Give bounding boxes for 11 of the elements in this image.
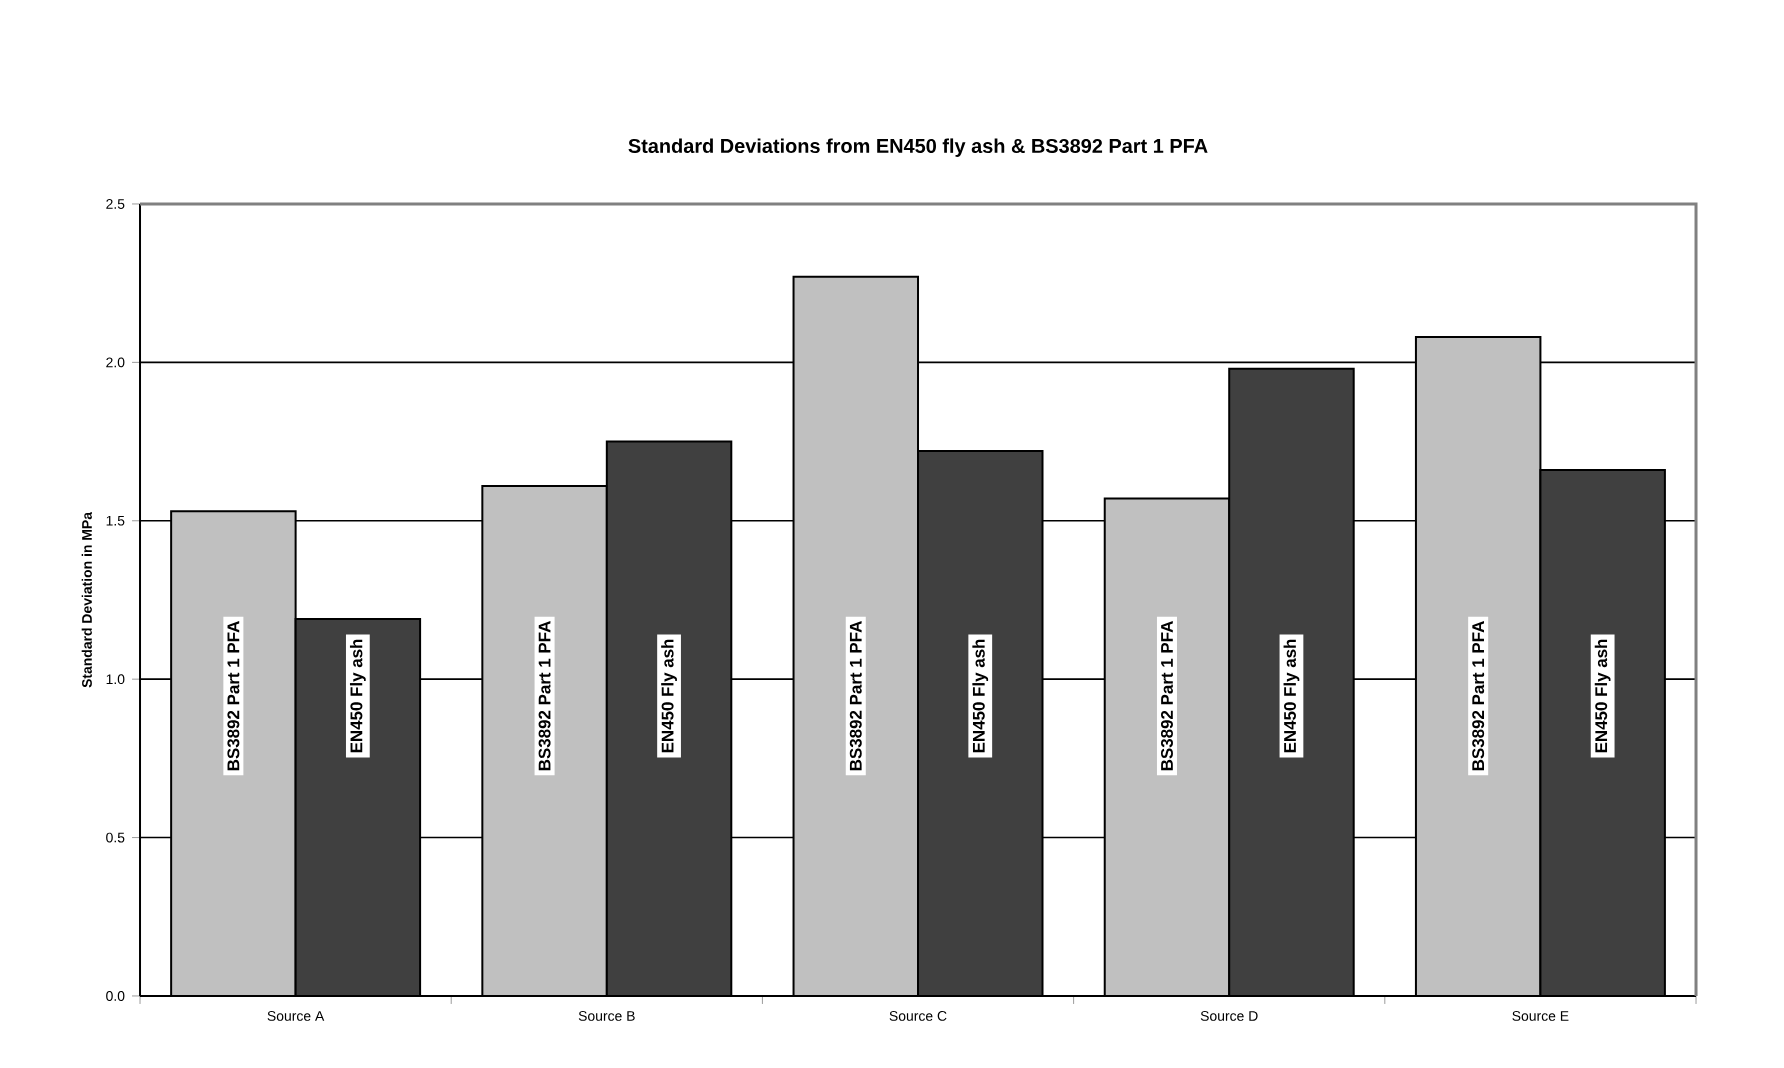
series-label: EN450 Fly ash [349, 639, 366, 753]
text: EN450 Fly ash [972, 639, 989, 753]
text: BS3892 Part 1 PFA [1160, 621, 1173, 771]
series-label: BS3892 Part 1 PFA [227, 621, 240, 771]
chart-title: Standard Deviations from EN450 fly ash & BS3892 Part 1 PFA [628, 138, 1208, 157]
text: EN450 Fly ash [661, 639, 677, 753]
text: BS3892 Part 1 PFA [1472, 621, 1485, 771]
text: EN450 Fly ash [1594, 639, 1611, 753]
text: BS3892 Part 1 PFA [849, 621, 862, 771]
text: EN450 Fly ash [1283, 639, 1300, 753]
text: BS3892 Part 1 PFA [538, 621, 551, 771]
